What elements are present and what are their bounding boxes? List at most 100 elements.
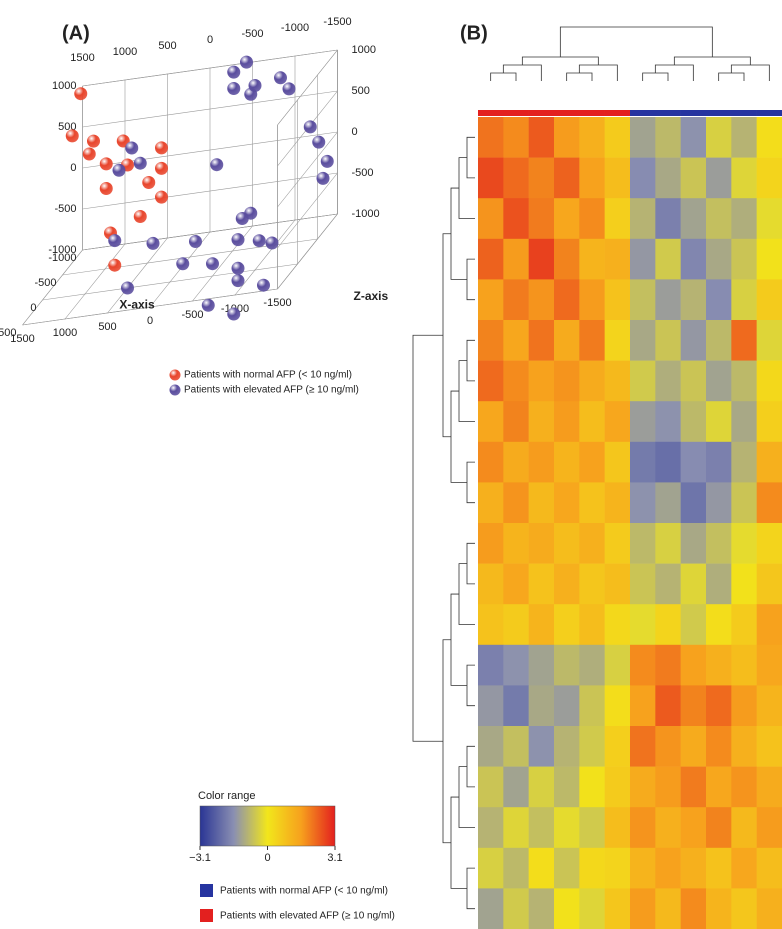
- z-tick-label: -500: [34, 277, 56, 289]
- data-point: [99, 182, 113, 195]
- heatmap-cell: [554, 807, 580, 849]
- data-point: [99, 157, 113, 171]
- data-point: [121, 281, 134, 295]
- heatmap-cell: [756, 238, 782, 280]
- heatmap-cell: [503, 279, 529, 321]
- data-point: [87, 134, 100, 148]
- heatmap-cell: [706, 726, 732, 767]
- heatmap-cell: [503, 807, 529, 849]
- data-point: [265, 236, 279, 250]
- heatmap-cell: [680, 888, 707, 929]
- heatmap-cell: [503, 320, 529, 361]
- data-point: [303, 120, 317, 134]
- heatmap-cell: [503, 482, 529, 524]
- heatmap-cell: [680, 360, 707, 402]
- heatmap-cell: [731, 360, 757, 402]
- heatmap-cell: [579, 117, 605, 158]
- heatmap-cell: [731, 888, 757, 929]
- y-tick-label: 1000: [352, 44, 376, 56]
- heatmap-cell: [680, 644, 707, 686]
- heatmap-cell: [630, 401, 656, 443]
- legend-marker: [200, 909, 213, 922]
- data-point: [312, 135, 326, 149]
- heatmap-cell: [478, 523, 504, 564]
- heatmap-cell: [731, 401, 757, 443]
- data-point: [235, 212, 249, 225]
- heatmap-cell: [503, 523, 529, 564]
- dendrogram: [466, 664, 475, 707]
- heatmap-cell: [579, 604, 605, 646]
- x-tick-label: 500: [158, 40, 176, 52]
- data-point: [320, 154, 334, 168]
- heatmap-cell: [478, 360, 504, 402]
- heatmap-cell: [630, 523, 656, 564]
- colorbar-tick-label: −3.1: [189, 852, 211, 864]
- heatmap-cell: [731, 604, 757, 646]
- heatmap-cell: [706, 441, 732, 483]
- grid-line: [42, 263, 298, 301]
- heatmap-cell: [478, 847, 504, 889]
- dendrogram: [466, 258, 475, 301]
- heatmap-cell: [528, 726, 555, 767]
- heatmap-cell: [655, 198, 681, 240]
- grid-line: [277, 49, 338, 126]
- dendrogram: [466, 542, 475, 585]
- heatmap-cell: [680, 157, 707, 199]
- data-point: [231, 274, 245, 288]
- heatmap-cell: [528, 888, 555, 929]
- x-tick-label: -500: [241, 28, 263, 40]
- group-bar: [478, 110, 504, 116]
- data-point: [82, 147, 96, 161]
- heatmap-cell: [756, 604, 782, 646]
- heatmap-cell: [731, 279, 757, 321]
- heatmap-cell: [731, 482, 757, 524]
- heatmap-cell: [528, 238, 555, 280]
- panel-label: (B): [460, 22, 488, 44]
- heatmap-cell: [731, 238, 757, 280]
- heatmap-cell: [655, 523, 681, 564]
- x-tick-label: 0: [147, 315, 153, 327]
- heatmap-cell: [528, 441, 555, 483]
- heatmap-cell: [731, 441, 757, 483]
- z-tick-label: 0: [30, 302, 36, 314]
- heatmap-cell: [706, 766, 732, 808]
- data-point: [231, 261, 245, 275]
- heatmap-cell: [706, 198, 732, 240]
- panel-label: (A): [62, 22, 90, 44]
- y-tick-label: 0: [352, 126, 358, 138]
- group-bar: [706, 110, 732, 116]
- heatmap-cell: [655, 563, 681, 605]
- heatmap-cell: [554, 441, 580, 483]
- group-bar: [579, 110, 605, 116]
- heatmap-cell: [756, 847, 782, 889]
- data-point: [206, 257, 219, 271]
- heatmap-cell: [554, 604, 580, 646]
- heatmap-cell: [528, 482, 555, 524]
- heatmap-cell: [655, 401, 681, 443]
- heatmap-cell: [630, 482, 656, 524]
- data-point: [108, 258, 122, 272]
- heatmap-cell: [680, 685, 707, 727]
- x-tick-label: 500: [98, 321, 116, 333]
- data-point: [316, 171, 330, 185]
- dendrogram: [673, 56, 751, 65]
- heatmap-cell: [478, 563, 504, 605]
- grid-line: [277, 213, 338, 290]
- heatmap-cell: [756, 523, 782, 564]
- heatmap-cell: [756, 482, 782, 524]
- x-tick-label: -500: [181, 309, 203, 321]
- heatmap-cell: [554, 523, 580, 564]
- heatmap-cell: [756, 441, 782, 483]
- heatmap-cell: [579, 198, 605, 240]
- heatmap-cell: [655, 360, 681, 402]
- group-bar: [731, 110, 757, 116]
- heatmap-cell: [579, 563, 605, 605]
- dendrogram: [642, 72, 669, 81]
- heatmap-cell: [731, 847, 757, 889]
- heatmap-cell: [630, 117, 656, 158]
- heatmap-cell: [630, 685, 656, 727]
- heatmap-cell: [756, 766, 782, 808]
- heatmap-cell: [528, 401, 555, 443]
- colorbar: [199, 805, 336, 847]
- heatmap-cell: [655, 320, 681, 361]
